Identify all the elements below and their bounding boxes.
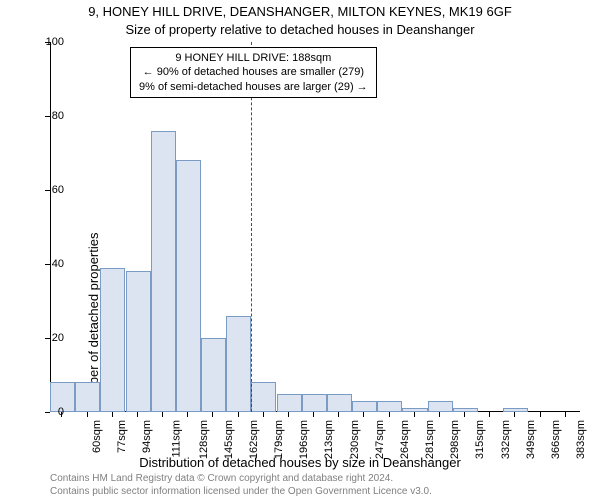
x-tick-label: 213sqm — [323, 420, 335, 459]
x-tick — [514, 412, 515, 417]
chart-subtitle: Size of property relative to detached ho… — [0, 22, 600, 37]
y-tick — [45, 190, 50, 191]
x-tick-label: 145sqm — [223, 420, 235, 459]
y-tick-label: 100 — [46, 36, 64, 48]
annotation-line: ← 90% of detached houses are smaller (27… — [139, 65, 368, 79]
x-tick-label: 196sqm — [298, 420, 310, 459]
footer-line: Contains HM Land Registry data © Crown c… — [50, 473, 432, 486]
x-tick-label: 264sqm — [399, 420, 411, 459]
histogram-bar — [201, 338, 226, 412]
x-tick-label: 315sqm — [474, 420, 486, 459]
histogram-bar — [176, 160, 201, 412]
x-tick — [389, 412, 390, 417]
y-axis-spine — [50, 42, 51, 412]
x-tick — [363, 412, 364, 417]
x-tick-label: 247sqm — [374, 420, 386, 459]
histogram-bar — [302, 394, 327, 413]
x-tick-label: 111sqm — [171, 420, 183, 458]
figure: 9, HONEY HILL DRIVE, DEANSHANGER, MILTON… — [0, 0, 600, 500]
x-tick — [288, 412, 289, 417]
x-tick — [439, 412, 440, 417]
histogram-bar — [503, 408, 528, 412]
x-tick — [162, 412, 163, 417]
y-tick — [45, 338, 50, 339]
x-tick-label: 128sqm — [198, 420, 210, 459]
y-tick-label: 40 — [52, 258, 64, 270]
y-tick-label: 20 — [52, 332, 64, 344]
x-tick-label: 332sqm — [500, 420, 512, 459]
y-tick-label: 80 — [52, 110, 64, 122]
x-tick — [338, 412, 339, 417]
x-tick — [414, 412, 415, 417]
histogram-bar — [377, 401, 402, 412]
x-tick — [112, 412, 113, 417]
y-tick — [45, 264, 50, 265]
x-tick-label: 94sqm — [141, 420, 153, 453]
x-tick — [263, 412, 264, 417]
footer-line: Contains public sector information licen… — [50, 486, 432, 499]
y-tick-label: 60 — [52, 184, 64, 196]
histogram-bar — [277, 394, 302, 413]
x-tick-label: 298sqm — [449, 420, 461, 459]
x-tick — [313, 412, 314, 417]
histogram-bar — [352, 401, 377, 412]
histogram-bar — [251, 382, 276, 412]
annotation-line: 9% of semi-detached houses are larger (2… — [139, 80, 368, 94]
histogram-bar — [327, 394, 352, 413]
chart-title: 9, HONEY HILL DRIVE, DEANSHANGER, MILTON… — [0, 4, 600, 19]
x-tick-label: 77sqm — [116, 420, 128, 453]
y-tick-label: 0 — [58, 406, 64, 418]
x-tick-label: 349sqm — [525, 420, 537, 459]
x-tick — [540, 412, 541, 417]
histogram-bar — [75, 382, 100, 412]
x-tick — [464, 412, 465, 417]
x-tick — [238, 412, 239, 417]
x-tick-label: 281sqm — [424, 420, 436, 459]
x-tick-label: 179sqm — [273, 420, 285, 459]
histogram-bar — [428, 401, 453, 412]
x-tick-label: 230sqm — [349, 420, 361, 459]
histogram-bar — [453, 408, 478, 412]
histogram-bar — [100, 268, 125, 412]
annotation-line: 9 HONEY HILL DRIVE: 188sqm — [139, 51, 368, 65]
x-tick-label: 366sqm — [550, 420, 562, 459]
footer-attribution: Contains HM Land Registry data © Crown c… — [50, 473, 432, 498]
x-tick — [212, 412, 213, 417]
x-tick-label: 383sqm — [575, 420, 587, 459]
annotation-box: 9 HONEY HILL DRIVE: 188sqm← 90% of detac… — [130, 47, 377, 98]
x-tick — [87, 412, 88, 417]
x-tick — [137, 412, 138, 417]
x-tick — [187, 412, 188, 417]
x-tick — [489, 412, 490, 417]
x-tick — [565, 412, 566, 417]
x-tick-label: 162sqm — [248, 420, 260, 459]
histogram-bar — [226, 316, 251, 412]
y-tick — [45, 116, 50, 117]
histogram-bar — [151, 131, 176, 412]
histogram-bar — [402, 408, 427, 412]
x-tick-label: 60sqm — [91, 420, 103, 453]
histogram-bar — [126, 271, 151, 412]
